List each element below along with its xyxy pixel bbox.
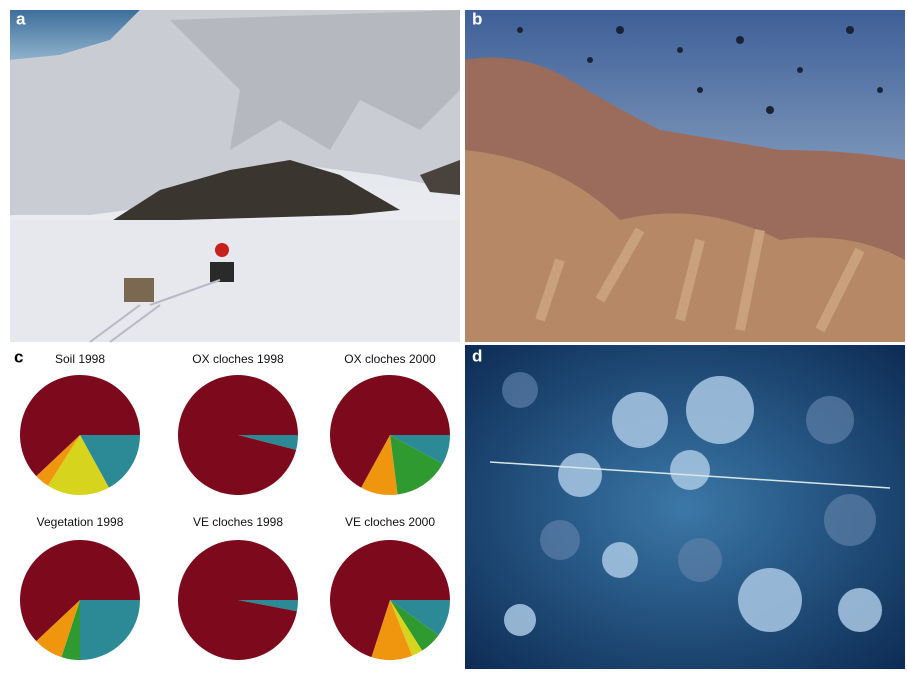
panel-label: b xyxy=(472,9,482,28)
pie-slice xyxy=(61,600,80,660)
photo-b xyxy=(465,10,905,342)
pie-slice xyxy=(178,540,298,661)
panel-label: a xyxy=(16,9,26,28)
pie-slice xyxy=(390,600,439,651)
pie-title: Vegetation 1998 xyxy=(37,515,124,529)
pie-slice xyxy=(390,600,450,636)
pie-slice xyxy=(36,435,80,486)
panel-label: c xyxy=(14,347,23,366)
pie-slice xyxy=(20,539,141,642)
pie-slice xyxy=(330,539,450,658)
pie-slice xyxy=(330,375,451,488)
pie-slice xyxy=(177,375,298,496)
panel-label: d xyxy=(472,346,482,365)
pie-slice xyxy=(20,375,141,477)
pie-title: Soil 1998 xyxy=(55,352,105,366)
pie-slice xyxy=(390,435,443,495)
pie-slice xyxy=(238,600,298,612)
pie-slice xyxy=(47,435,109,496)
pie-title: VE cloches 1998 xyxy=(193,515,283,529)
pie-slice xyxy=(238,435,298,450)
pie-slice xyxy=(371,600,413,660)
pie-slice xyxy=(390,600,423,656)
pie-slice xyxy=(80,435,140,488)
pie-slice xyxy=(390,435,450,464)
photo-a xyxy=(10,10,460,343)
pie-slice xyxy=(80,600,140,660)
pie-slice xyxy=(361,435,398,496)
pie-title: OX cloches 2000 xyxy=(344,352,436,366)
photo-d xyxy=(465,345,905,669)
pie-title: OX cloches 1998 xyxy=(192,352,284,366)
pie-title: VE cloches 2000 xyxy=(345,515,435,529)
pie-slice xyxy=(36,600,80,658)
pie-panel: Soil 1998 OX cloches 1998 OX cloches 2000 V… xyxy=(20,352,451,661)
